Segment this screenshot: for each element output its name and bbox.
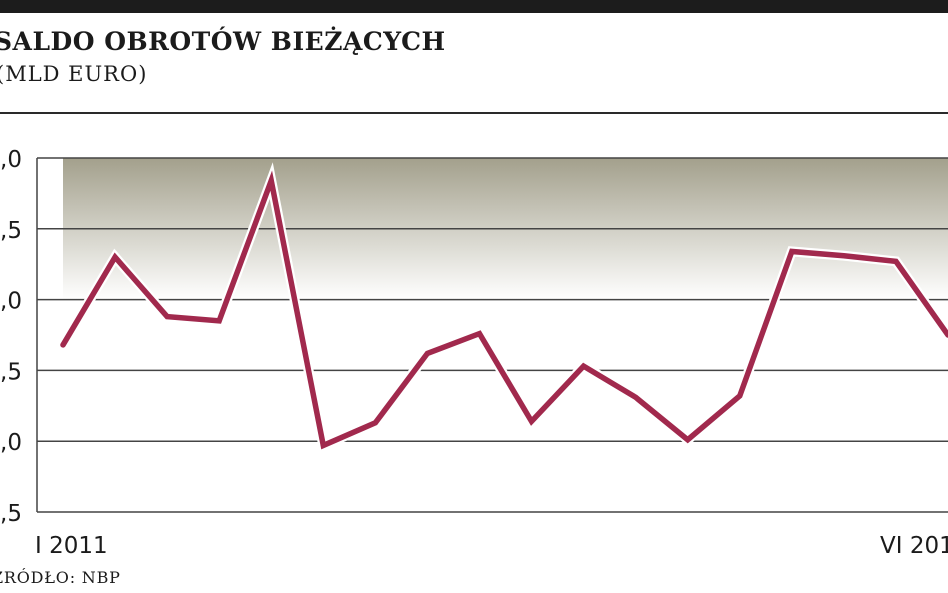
series-line <box>60 170 948 450</box>
title-divider <box>0 112 948 114</box>
top-bar <box>0 0 948 13</box>
x-tick-label-end: VI 2012 <box>880 533 948 559</box>
y-tick-label: -2,0 <box>0 430 22 456</box>
chart-subtitle: (MLD EURO) <box>0 62 148 86</box>
chart-title: SALDO OBROTÓW BIEŻĄCYCH <box>0 27 446 56</box>
y-tick-label: -2,5 <box>0 501 22 527</box>
source-note: ŹRÓDŁO: NBP <box>0 568 121 587</box>
y-tick-label: 0,0 <box>0 147 22 173</box>
y-tick-label: -1,5 <box>0 359 22 385</box>
y-tick-label: -1,0 <box>0 289 22 315</box>
x-tick-label-start: I 2011 <box>35 533 108 559</box>
y-tick-label: -0,5 <box>0 218 22 244</box>
